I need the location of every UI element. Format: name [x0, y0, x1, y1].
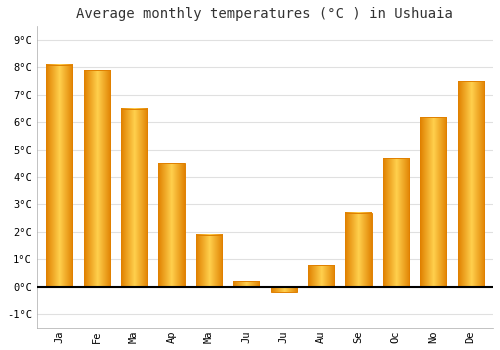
Bar	[458, 81, 483, 287]
Bar	[46, 65, 72, 287]
Bar	[196, 234, 222, 287]
Bar	[382, 158, 409, 287]
Bar	[308, 265, 334, 287]
Bar	[346, 213, 372, 287]
Title: Average monthly temperatures (°C ) in Ushuaia: Average monthly temperatures (°C ) in Us…	[76, 7, 454, 21]
Bar	[84, 70, 110, 287]
Bar	[270, 287, 296, 292]
Bar	[233, 281, 260, 287]
Bar	[158, 163, 184, 287]
Bar	[420, 117, 446, 287]
Bar	[121, 108, 147, 287]
